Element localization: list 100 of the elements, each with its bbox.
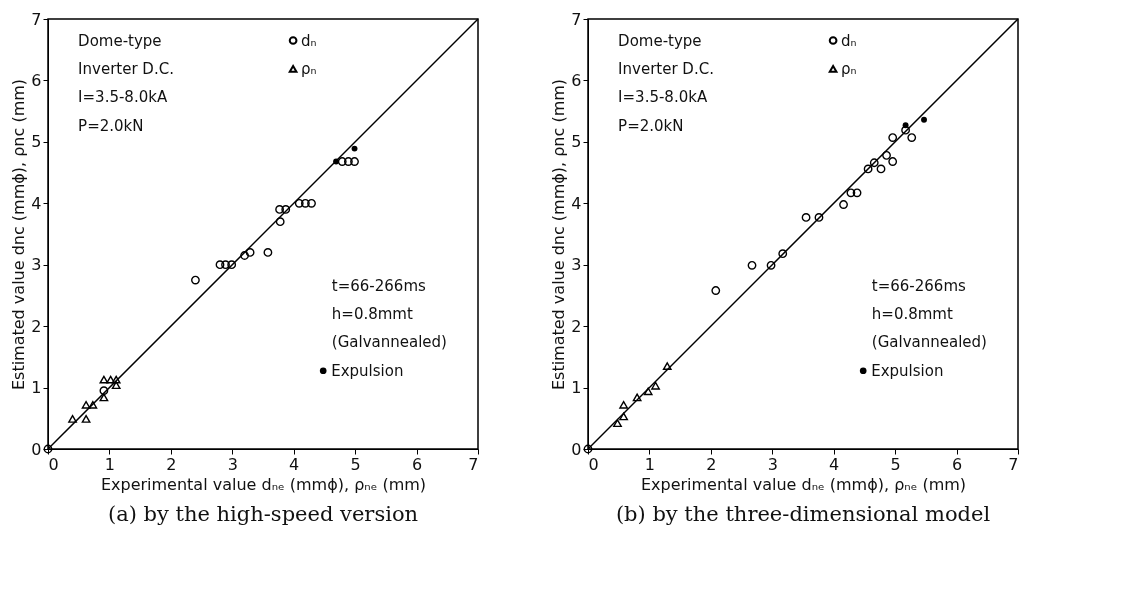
y-tick-label: 3	[31, 255, 42, 275]
point	[81, 400, 91, 409]
y-tick-label: 4	[31, 193, 42, 213]
x-tick-label: 3	[767, 454, 778, 474]
point	[921, 116, 927, 123]
point	[240, 251, 249, 260]
y-axis-title: Estimated value dnc (mmϕ), ρnc (mm)	[549, 78, 569, 391]
annotation: Inverter D.C.	[618, 59, 714, 78]
text: (a) by the high-speed version	[107, 502, 419, 526]
annotation: h=0.8mmt	[331, 304, 413, 323]
point	[662, 362, 672, 370]
point	[68, 414, 77, 423]
x-axis-title: Experimental value dₙₑ (mmϕ), ρₙₑ (mm)	[100, 474, 427, 494]
y-tick-label: 2	[31, 316, 42, 336]
point	[882, 150, 891, 160]
x-tick-label: 5	[890, 454, 901, 474]
point	[99, 375, 109, 384]
annotation: P=2.0kN	[618, 116, 684, 135]
point	[888, 157, 898, 166]
x-tick-label: 7	[1008, 454, 1019, 474]
point	[643, 387, 653, 396]
legend-label: ρₙ	[301, 59, 317, 78]
y-tick-label: 5	[571, 132, 582, 152]
point	[901, 125, 910, 135]
y-tick-label: 1	[31, 378, 42, 398]
point	[294, 198, 304, 208]
x-tick-label: 7	[468, 454, 479, 474]
y-tick-label: 2	[571, 316, 582, 336]
point	[766, 260, 776, 270]
y-tick-label: 7	[31, 9, 42, 29]
point	[300, 198, 310, 208]
point	[99, 386, 109, 396]
y-tick-label: 3	[571, 255, 582, 275]
point	[263, 248, 273, 257]
y-tick-label: 0	[31, 439, 42, 459]
y-tick-label: 6	[571, 70, 582, 90]
annotation: Dome-type	[618, 31, 702, 50]
point	[619, 412, 629, 421]
annotation: (Galvannealed)	[331, 333, 447, 352]
x-tick-label: 6	[411, 454, 423, 474]
y-tick-label: 0	[571, 439, 582, 459]
point	[869, 158, 879, 168]
point	[863, 164, 873, 174]
point	[343, 157, 353, 166]
point	[221, 260, 230, 270]
y-tick-label: 4	[571, 193, 582, 213]
point	[839, 200, 848, 209]
point	[801, 213, 811, 222]
x-tick-label: 4	[829, 454, 840, 474]
point	[619, 400, 629, 409]
point	[281, 205, 291, 214]
point	[88, 400, 98, 409]
point	[651, 381, 660, 390]
point	[907, 133, 917, 142]
x-tick-label: 2	[166, 454, 177, 474]
point	[81, 414, 91, 423]
legend-label: ρₙ	[841, 59, 857, 78]
point	[350, 157, 359, 166]
point	[106, 375, 116, 384]
annotation: Dome-type	[78, 31, 162, 50]
x-tick-label: 5	[350, 454, 361, 474]
point	[902, 122, 909, 129]
point	[846, 188, 856, 198]
x-tick-label: 1	[104, 454, 116, 474]
y-axis-title: Estimated value dnc (mmϕ), ρnc (mm)	[9, 78, 29, 391]
point	[99, 393, 109, 402]
point	[191, 275, 200, 285]
y-tick-label: 7	[571, 9, 582, 29]
point	[275, 217, 285, 227]
annotation: t=66-266ms	[331, 276, 426, 295]
x-tick-label: 0	[48, 454, 59, 474]
y-tick-label: 1	[571, 378, 582, 398]
point	[632, 393, 642, 402]
legend-label: Expulsion	[331, 361, 404, 380]
x-tick-label: 6	[951, 454, 963, 474]
x-tick-label: 0	[588, 454, 599, 474]
point	[711, 286, 721, 295]
x-axis-title: Experimental value dₙₑ (mmϕ), ρₙₑ (mm)	[640, 474, 967, 494]
point	[814, 213, 824, 222]
legend-label: dₙ	[841, 31, 857, 50]
point	[111, 381, 121, 390]
annotation: (Galvannealed)	[871, 333, 987, 352]
x-tick-label: 3	[227, 454, 238, 474]
y-tick-label: 5	[31, 132, 42, 152]
x-tick-label: 1	[644, 454, 656, 474]
text: (b) by the three-dimensional model	[615, 502, 991, 526]
point	[747, 260, 757, 270]
point	[307, 198, 316, 208]
point	[111, 375, 121, 384]
point	[275, 205, 284, 214]
annotation: t=66-266ms	[871, 276, 966, 295]
annotation: h=0.8mmt	[871, 304, 953, 323]
annotation: I=3.5-8.0kA	[78, 88, 168, 107]
point	[613, 419, 622, 428]
legend-label: Expulsion	[871, 361, 944, 380]
point	[245, 248, 255, 257]
annotation: P=2.0kN	[78, 116, 144, 135]
legend-label: dₙ	[301, 31, 317, 50]
point	[876, 164, 886, 174]
annotation: I=3.5-8.0kA	[618, 88, 708, 107]
